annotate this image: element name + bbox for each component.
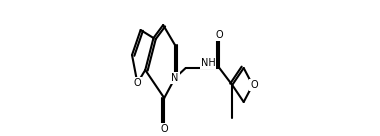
Text: O: O — [250, 80, 258, 90]
Text: O: O — [160, 124, 168, 134]
Text: O: O — [215, 30, 223, 40]
Text: NH: NH — [201, 58, 215, 68]
Text: O: O — [134, 78, 141, 88]
Text: N: N — [171, 73, 179, 83]
